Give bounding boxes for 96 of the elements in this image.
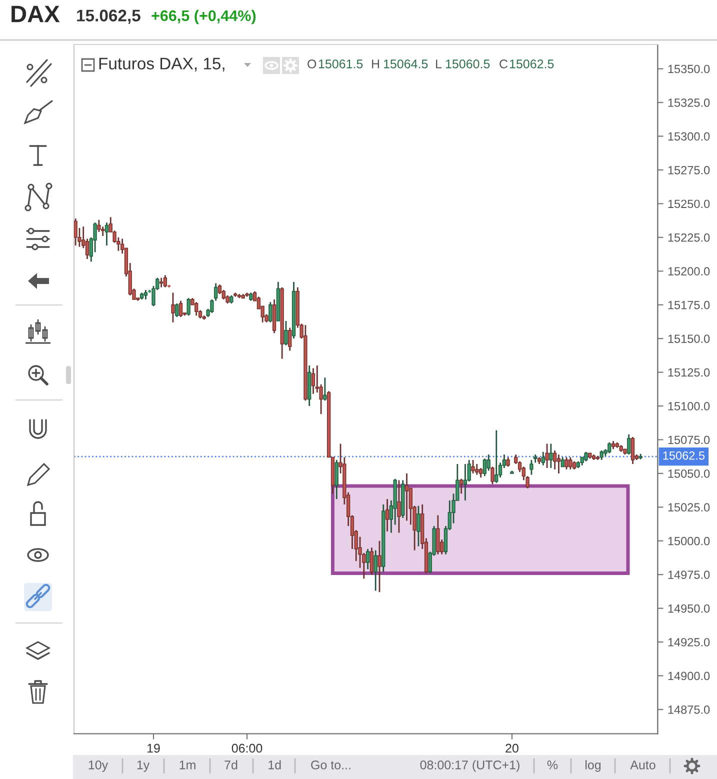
text: +66,5 (+0,44%): [152, 10, 256, 24]
candlestick: [549, 443, 553, 469]
y-tick-label: 15125.0: [668, 368, 710, 377]
candlestick: [366, 548, 370, 570]
text: 10y: [88, 760, 108, 772]
candlestick: [334, 459, 338, 500]
candlestick: [171, 292, 175, 324]
annotation: C: [500, 60, 508, 68]
candlestick: [490, 466, 494, 485]
annotation: L: [436, 60, 442, 68]
y-tick-label: 15100.0: [668, 402, 710, 410]
candlestick: [553, 450, 557, 470]
candlestick: [506, 456, 510, 468]
candlestick: [159, 277, 164, 288]
candlestick: [482, 458, 487, 477]
candlestick: [268, 301, 272, 324]
candlestick: [608, 442, 612, 454]
candlestick: [175, 302, 179, 318]
y-tick-label: 15000.0: [668, 536, 710, 546]
candlestick: [104, 222, 109, 246]
text: 1m: [180, 760, 196, 770]
candlestick: [494, 430, 498, 484]
candlestick: [627, 434, 631, 456]
text: 1d: [268, 760, 281, 770]
candlestick: [436, 514, 440, 556]
y-tick-label: 14875.0: [668, 706, 710, 714]
y-tick-label: 15200.0: [668, 267, 710, 276]
candlestick: [545, 443, 549, 469]
text: %: [547, 760, 558, 770]
candlestick: [74, 218, 78, 246]
annotation: O: [308, 60, 316, 68]
candlestick: [584, 451, 588, 462]
candlestick: [556, 454, 561, 474]
candlestick: [630, 436, 635, 465]
candlestick: [404, 472, 409, 522]
y-tick-label: 15275.0: [668, 166, 710, 174]
chart-title: DAX: [12, 6, 60, 22]
y-tick-label: 15075.0: [668, 436, 710, 444]
candlestick: [370, 546, 374, 576]
annotation: 15061.5: [318, 60, 363, 68]
x-tick-label: 19: [147, 744, 160, 753]
y-tick-label: 14975.0: [668, 570, 710, 579]
candlestick: [471, 459, 475, 474]
annotation: 15064.5: [384, 60, 428, 68]
candlestick: [560, 456, 564, 468]
candlestick: [194, 301, 198, 316]
candlestick: [178, 300, 183, 318]
y-tick-label: 15300.0: [668, 132, 710, 141]
y-tick-label: 15225.0: [668, 233, 710, 242]
y-tick-label: 15350.0: [668, 64, 710, 74]
candlestick: [459, 478, 464, 494]
candlestick: [284, 320, 288, 346]
annotation: 15060.5: [446, 60, 490, 68]
y-tick-label: 15175.0: [668, 300, 710, 310]
annotation: H: [372, 60, 380, 68]
text: Futuros DAX, 15,: [99, 58, 224, 72]
y-tick-label: 15150.0: [668, 334, 710, 343]
text: 7d: [224, 760, 238, 770]
candlestick: [385, 498, 390, 532]
candlestick: [564, 456, 568, 470]
candlestick: [288, 327, 292, 352]
text: 08:00:17 (UTC+1): [420, 760, 520, 772]
candlestick: [486, 454, 490, 472]
y-tick-label: 15050.0: [668, 469, 710, 478]
y-tick-label: 15325.0: [668, 98, 710, 107]
candlestick: [600, 450, 604, 461]
text: Auto: [630, 760, 656, 770]
annotation: 15062.5: [510, 60, 554, 68]
candlestick: [163, 274, 167, 288]
candlestick: [323, 376, 327, 402]
text: log: [586, 760, 601, 772]
candlestick: [568, 456, 572, 470]
candlestick: [475, 463, 479, 476]
candlestick: [478, 467, 483, 478]
x-tick-label: 06:00: [232, 744, 262, 753]
candlestick: [378, 540, 382, 593]
ref-line-label: 15062.5: [663, 451, 705, 460]
candlestick: [186, 297, 190, 316]
y-tick-label: 14950.0: [668, 604, 710, 613]
text: 15.062,5: [77, 10, 140, 24]
candlestick: [374, 550, 378, 592]
x-tick-label: 20: [506, 744, 518, 753]
y-tick-label: 14900.0: [668, 672, 710, 680]
candlestick: [311, 368, 316, 395]
y-tick-label: 15250.0: [668, 200, 710, 208]
candlestick: [541, 451, 545, 466]
candlestick: [397, 479, 401, 534]
text: Go to...: [311, 760, 350, 770]
candlestick: [463, 463, 468, 502]
candlestick: [416, 505, 420, 547]
text: 1y: [137, 760, 150, 772]
candlestick: [144, 289, 148, 300]
candlestick: [530, 459, 534, 476]
y-tick-label: 15025.0: [668, 503, 710, 512]
y-tick-label: 14925.0: [668, 638, 710, 646]
candlestick: [97, 219, 101, 233]
